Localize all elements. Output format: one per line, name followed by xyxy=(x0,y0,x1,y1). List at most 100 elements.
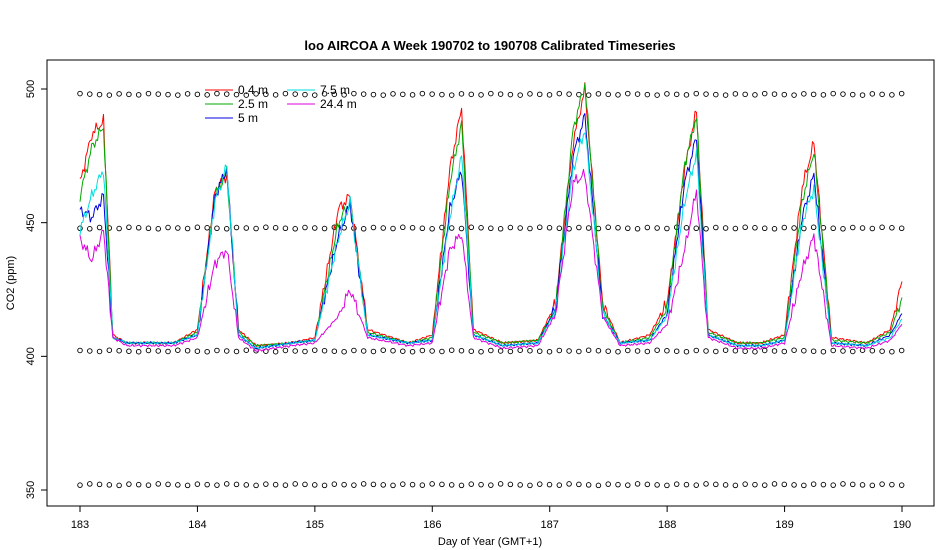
calibration-point xyxy=(879,481,885,487)
calibration-point xyxy=(243,347,250,353)
calibration-point xyxy=(644,224,651,231)
calibration-point xyxy=(625,90,631,97)
calibration-point xyxy=(302,348,308,355)
calibration-point xyxy=(116,482,122,489)
calibration-point xyxy=(527,482,533,489)
calibration-point xyxy=(869,482,876,489)
calibration-point xyxy=(360,481,367,487)
calibration-point xyxy=(341,481,347,488)
calibration-point xyxy=(458,225,465,232)
calibration-point xyxy=(693,482,700,488)
calibration-point xyxy=(732,225,739,232)
calibration-point xyxy=(341,348,347,355)
calibration-point xyxy=(439,91,445,98)
calibration-point xyxy=(634,348,641,354)
calibration-point xyxy=(566,348,572,354)
calibration-point xyxy=(360,348,367,354)
calibration-point xyxy=(351,347,357,354)
calibration-point xyxy=(478,225,484,231)
calibration-point xyxy=(771,481,778,487)
calibration-point xyxy=(859,225,866,231)
calibration-point xyxy=(576,481,582,488)
calibration-point xyxy=(761,90,768,97)
calibration-point xyxy=(390,91,396,97)
calibration-point xyxy=(527,91,533,97)
calibration-point xyxy=(135,481,142,488)
calibration-point xyxy=(585,482,592,488)
calibration-point xyxy=(165,224,171,231)
calibration-point xyxy=(204,348,210,355)
calibration-point xyxy=(243,225,250,231)
calibration-point xyxy=(683,92,690,98)
calibration-point xyxy=(380,225,386,231)
calibration-point xyxy=(419,347,426,354)
calibration-point xyxy=(126,481,132,487)
calibration-point xyxy=(87,481,93,487)
calibration-point xyxy=(321,225,328,232)
x-tick-label: 188 xyxy=(658,519,676,531)
calibration-point xyxy=(605,224,611,231)
calibration-point xyxy=(683,225,690,231)
calibration-point xyxy=(106,92,113,98)
calibration-point xyxy=(478,92,484,98)
calibration-point xyxy=(625,482,631,488)
calibration-point xyxy=(370,348,377,355)
calibration-point xyxy=(898,482,905,488)
calibration-point xyxy=(497,348,504,354)
calibration-point xyxy=(116,225,122,232)
calibration-point xyxy=(409,348,416,355)
calibration-point xyxy=(830,482,836,488)
calibration-point xyxy=(223,348,230,354)
calibration-point xyxy=(126,348,132,354)
calibration-point xyxy=(155,348,162,354)
calibration-point xyxy=(253,225,259,232)
calibration-point xyxy=(448,347,455,353)
x-axis: 183 184 185 186 187 188 189 190 xyxy=(71,505,911,531)
calibration-point xyxy=(253,482,259,489)
calibration-point xyxy=(810,224,817,231)
calibration-point xyxy=(879,348,885,354)
calibration-point xyxy=(204,225,210,231)
calibration-point xyxy=(625,225,631,232)
calibration-point xyxy=(370,91,377,98)
calibration-point xyxy=(664,347,670,354)
calibration-point xyxy=(761,225,768,232)
plot-frame xyxy=(46,59,935,507)
calibration-point xyxy=(175,225,181,231)
calibration-point xyxy=(175,92,181,98)
calibration-point xyxy=(556,90,563,97)
calibration-point xyxy=(713,224,719,231)
calibration-point xyxy=(664,91,670,97)
calibration-point xyxy=(282,90,289,97)
calibration-point xyxy=(859,92,866,98)
calibration-point xyxy=(752,348,758,355)
calibration-point xyxy=(566,481,572,487)
calibration-point xyxy=(175,347,181,353)
calibration-point xyxy=(634,91,641,97)
calibration-point xyxy=(272,92,279,98)
calibration-point xyxy=(595,91,602,97)
calibration-point xyxy=(830,347,836,354)
series-line-0-4-m xyxy=(79,82,903,348)
calibration-point xyxy=(312,225,318,231)
calibration-point xyxy=(615,225,621,231)
calibration-point xyxy=(468,224,475,231)
calibration-point xyxy=(233,91,240,98)
calibration-point xyxy=(722,92,729,98)
calibration-point xyxy=(664,225,670,232)
calibration-point xyxy=(781,481,788,488)
series-line-7-5-m xyxy=(79,132,903,350)
calibration-point xyxy=(713,348,719,355)
calibration-point xyxy=(468,348,475,354)
calibration-point xyxy=(791,347,797,353)
calibration-point xyxy=(791,92,797,98)
legend: 0.4 m2.5 m5 m 7.5 m24.4 m xyxy=(205,83,357,125)
calibration-point xyxy=(546,92,553,98)
calibration-point xyxy=(869,91,876,97)
calibration-point xyxy=(703,481,709,487)
calibration-point xyxy=(360,91,367,97)
calibration-point xyxy=(223,226,230,232)
calibration-point xyxy=(321,482,328,489)
calibration-point xyxy=(585,92,592,98)
